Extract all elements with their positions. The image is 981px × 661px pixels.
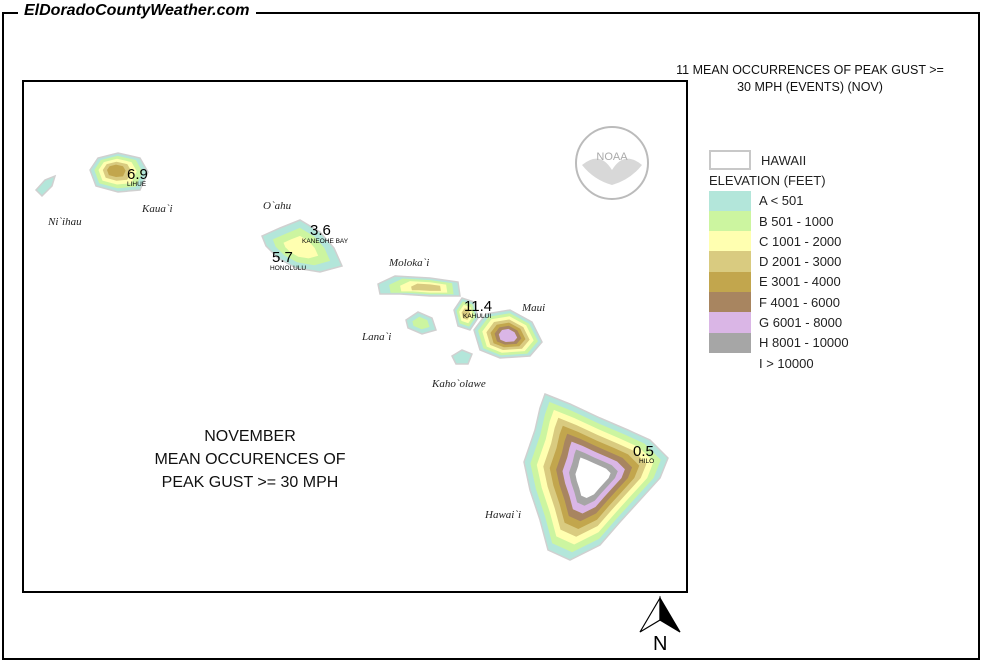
legend-label: H 8001 - 10000 <box>759 335 849 351</box>
legend-swatch <box>709 210 751 232</box>
map-caption: NOVEMBER MEAN OCCURENCES OF PEAK GUST >=… <box>120 425 380 494</box>
islands-layer <box>34 152 669 561</box>
outer-frame <box>2 12 980 660</box>
island-molokai-elevation-band <box>411 283 441 291</box>
island-maui-w-elevation-band <box>461 308 471 320</box>
legend-boundary-label: HAWAII <box>761 152 807 168</box>
logo-text: NOAA <box>596 151 628 163</box>
station-name-lihue: LIHUE <box>127 181 147 188</box>
island-label-niihau: Ni`ihau <box>47 216 82 228</box>
noaa-logo: NOAA <box>575 126 649 200</box>
legend-swatch <box>709 352 751 374</box>
legend-label: A < 501 <box>759 193 804 209</box>
north-label: N <box>653 633 667 655</box>
legend-item: E 3001 - 4000 <box>709 271 849 293</box>
island-kauai-elevation-band <box>107 164 126 177</box>
station-name-kaneohe: KANEOHE BAY <box>302 238 349 245</box>
island-niihau-elevation-band <box>34 174 57 198</box>
legend-label: E 3001 - 4000 <box>759 274 841 290</box>
site-name: ElDoradoCountyWeather.com <box>18 2 256 20</box>
legend-boundary: HAWAII <box>709 150 849 171</box>
island-hawaii-elevation-band <box>575 457 611 498</box>
island-label-kauai: Kaua`i <box>141 203 173 215</box>
legend-swatch <box>709 271 751 293</box>
island-maui-e-elevation-band <box>498 328 518 342</box>
legend-swatch <box>709 312 751 333</box>
island-label-hawaii: Hawai`i <box>484 509 521 521</box>
map-frame <box>22 80 688 593</box>
station-name-hilo: HILO <box>639 458 654 465</box>
legend-item: G 6001 - 8000 <box>709 312 849 333</box>
legend-label: C 1001 - 2000 <box>759 233 842 249</box>
station-value-hilo: 0.5 <box>633 443 654 460</box>
island-oahu-elevation-band <box>283 235 319 259</box>
legend-item: D 2001 - 3000 <box>709 251 849 272</box>
legend-swatch <box>709 251 751 272</box>
legend-item: A < 501 <box>709 190 849 211</box>
legend-item: C 1001 - 2000 <box>709 231 849 252</box>
caption-line-2: MEAN OCCURENCES OF <box>154 451 346 468</box>
legend-swatch <box>709 190 751 211</box>
map-title: 11 MEAN OCCURRENCES OF PEAK GUST >= 30 M… <box>640 62 980 96</box>
legend-swatch <box>709 231 751 252</box>
island-label-lanai: Lana`i <box>361 331 391 343</box>
map-title-line-1: 11 MEAN OCCURRENCES OF PEAK GUST >= <box>676 63 944 77</box>
legend-item: F 4001 - 6000 <box>709 292 849 313</box>
island-label-molokai: Moloka`i <box>388 257 429 269</box>
map-title-line-2: 30 MPH (EVENTS) (NOV) <box>737 80 883 94</box>
legend-swatch <box>709 332 751 353</box>
legend-label: I > 10000 <box>759 355 814 371</box>
legend-swatch <box>709 292 751 313</box>
north-arrow-icon: N <box>639 595 681 655</box>
caption-line-3: PEAK GUST >= 30 MPH <box>161 474 339 491</box>
legend-label: B 501 - 1000 <box>759 213 834 229</box>
legend-item: B 501 - 1000 <box>709 210 849 232</box>
station-name-kahului: KAHULUI <box>463 313 491 320</box>
island-kahoolawe-elevation-band <box>451 349 473 365</box>
station-name-honolulu: HONOLULU <box>270 265 306 272</box>
legend-label: D 2001 - 3000 <box>759 254 842 270</box>
legend-item: H 8001 - 10000 <box>709 332 849 353</box>
legend-label: F 4001 - 6000 <box>759 294 840 310</box>
station-value-kahului: 11.4 <box>464 298 492 315</box>
island-label-oahu: O`ahu <box>263 200 292 212</box>
island-label-kahoolawe: Kaho`olawe <box>431 378 486 390</box>
legend-boundary-swatch <box>709 150 751 171</box>
legend: HAWAII ELEVATION (FEET) A < 501 B 501 - 1… <box>709 150 849 374</box>
station-value-kaneohe: 3.6 <box>310 222 331 239</box>
legend-item: I > 10000 <box>709 352 849 374</box>
island-lanai-elevation-band <box>412 316 430 330</box>
island-label-maui: Maui <box>521 302 545 314</box>
station-value-lihue: 6.9 <box>127 166 148 183</box>
station-value-honolulu: 5.7 <box>272 249 293 266</box>
legend-label: G 6001 - 8000 <box>759 315 843 331</box>
legend-elevation-title: ELEVATION (FEET) <box>709 172 826 188</box>
caption-line-1: NOVEMBER <box>204 428 296 445</box>
